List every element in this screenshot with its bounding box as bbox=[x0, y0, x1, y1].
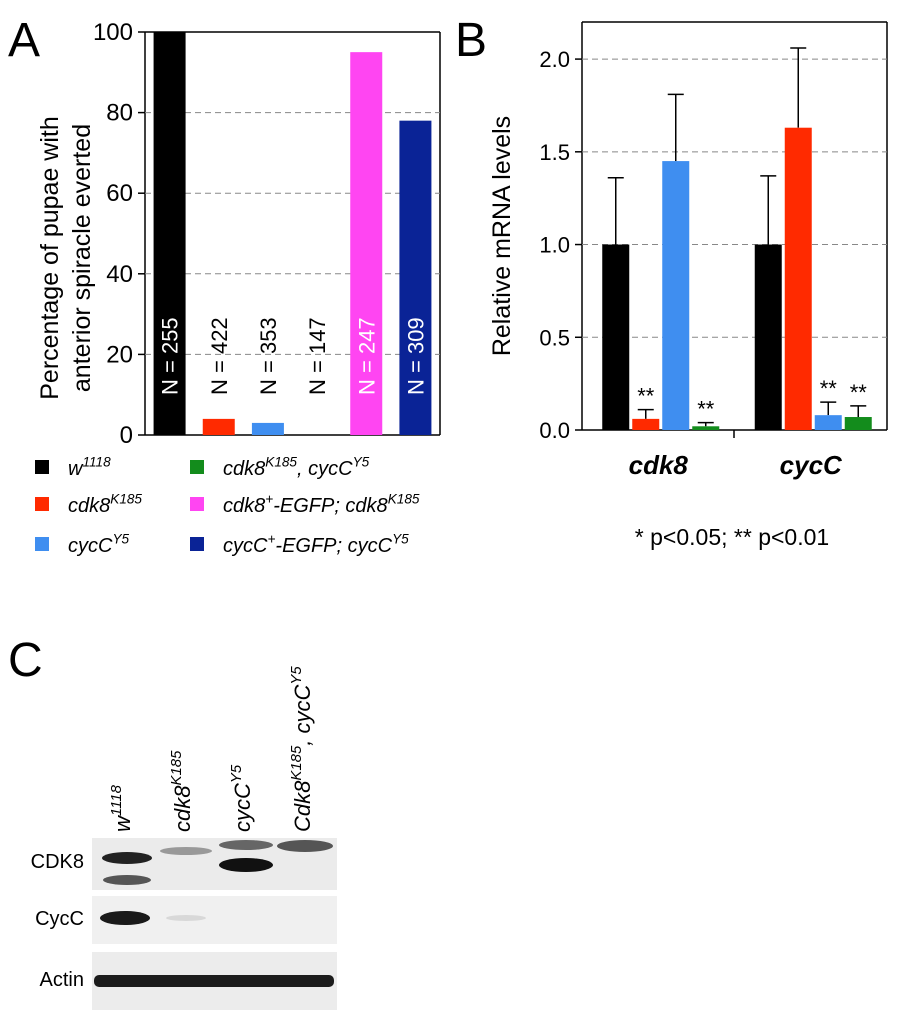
chart-b-group-label: cdk8 bbox=[629, 450, 689, 480]
legend-entry: w1118 bbox=[68, 455, 111, 480]
blot-lane-label: w1118 bbox=[108, 784, 135, 832]
chart-a-bar bbox=[350, 52, 383, 436]
chart-b-group-label: cycC bbox=[780, 450, 843, 480]
western-blot: w1118 cdk8K185 cycCY5 Cdk8K185, cycCY5 CDK8… bbox=[31, 666, 337, 1010]
legend-entry: cycCY5 bbox=[68, 532, 130, 557]
chart-b-bar bbox=[602, 244, 630, 430]
blot-lane-text: Cdk8K185, cycCY5 bbox=[288, 666, 315, 832]
chart-b-ytick-label: 0.5 bbox=[539, 325, 570, 350]
chart-a-ylabel-line1: Percentage of pupae with bbox=[36, 116, 64, 400]
blot-lane-text: w1118 bbox=[108, 784, 135, 832]
chart-a-n-label: N = 309 bbox=[403, 317, 428, 395]
chart-b-ytick-label: 1.0 bbox=[539, 233, 570, 258]
chart-b-significance: ** bbox=[820, 376, 838, 401]
chart-a-legend: w1118 cdk8K185 cycCY5 cdk8K185, cycCY5 cdk8+… bbox=[35, 455, 420, 557]
chart-a-n-label: N = 147 bbox=[305, 317, 330, 395]
chart-b-ylabel: Relative mRNA levels bbox=[488, 116, 516, 356]
chart-a-ytick-label: 80 bbox=[106, 100, 133, 127]
chart-b-bar bbox=[784, 127, 812, 430]
band-cdk8-lane3-upper bbox=[219, 840, 273, 850]
blot-lane-label: cycCY5 bbox=[228, 764, 255, 832]
band-cdk8-lane1-upper bbox=[102, 852, 152, 864]
chart-a-n-label: N = 247 bbox=[354, 317, 379, 395]
chart-b-bar bbox=[632, 418, 660, 430]
chart-b-significance: ** bbox=[697, 397, 715, 422]
band-cycc-lane2 bbox=[166, 915, 206, 921]
chart-a-n-label: N = 353 bbox=[256, 317, 281, 395]
chart-a-ytick-label: 60 bbox=[106, 180, 133, 207]
blot-lane-label: cdk8K185 bbox=[168, 750, 195, 832]
chart-a-ytick-label: 20 bbox=[106, 341, 133, 368]
legend-entry: cdk8K185 bbox=[68, 492, 142, 517]
blot-row-label-actin: Actin bbox=[40, 969, 84, 991]
chart-b-bar bbox=[814, 415, 842, 430]
chart-a-ytick-label: 0 bbox=[120, 422, 133, 449]
panel-letter-b: B bbox=[455, 14, 487, 67]
chart-a: 0 20 40 60 80 100 N = 255 N = 422 N = 353 N = 14… bbox=[36, 19, 441, 449]
chart-b: 0.0 0.5 1.0 1.5 2.0 ** ** ** ** cdk8 cycC Relati… bbox=[488, 21, 888, 550]
blot-lane-label: Cdk8K185, cycCY5 bbox=[288, 666, 315, 832]
chart-a-bar bbox=[153, 32, 186, 435]
panel-letter-c: C bbox=[8, 634, 43, 687]
band-cdk8-lane3-main bbox=[219, 858, 273, 872]
chart-a-ytick-label: 40 bbox=[106, 261, 133, 288]
band-cdk8-lane2 bbox=[160, 847, 212, 855]
legend-swatch bbox=[190, 460, 204, 474]
chart-a-n-label: N = 255 bbox=[158, 317, 183, 395]
chart-b-ytick-label: 1.5 bbox=[539, 140, 570, 165]
legend-swatch bbox=[190, 537, 204, 551]
legend-entry: cdk8+-EGFP; cdk8K185 bbox=[223, 492, 420, 517]
chart-b-bar bbox=[692, 426, 720, 430]
chart-b-ytick-label: 2.0 bbox=[539, 47, 570, 72]
chart-b-bar bbox=[844, 417, 872, 430]
chart-b-significance: ** bbox=[850, 380, 868, 405]
chart-a-bar bbox=[399, 120, 432, 435]
chart-b-ytick-label: 0.0 bbox=[539, 418, 570, 443]
panel-letter-a: A bbox=[8, 14, 40, 67]
chart-a-n-label: N = 422 bbox=[207, 317, 232, 395]
band-cdk8-lane1-lower bbox=[103, 875, 151, 885]
chart-a-bar bbox=[202, 418, 235, 435]
legend-swatch bbox=[35, 460, 49, 474]
chart-b-bar bbox=[662, 161, 690, 430]
blot-row-label-cycc: CycC bbox=[35, 908, 84, 930]
chart-b-bar bbox=[754, 244, 782, 430]
blot-lane-text: cycCY5 bbox=[228, 764, 255, 832]
chart-b-footnote: * p<0.05; ** p<0.01 bbox=[635, 524, 829, 550]
blot-row-label-cdk8: CDK8 bbox=[31, 851, 84, 873]
chart-a-ytick-label: 100 bbox=[93, 19, 133, 46]
chart-a-ylabel-line2: anterior spiracle everted bbox=[68, 124, 96, 392]
band-cdk8-lane4 bbox=[277, 840, 333, 852]
chart-b-significance: ** bbox=[637, 384, 655, 409]
legend-swatch bbox=[35, 497, 49, 511]
legend-swatch bbox=[35, 537, 49, 551]
band-cycc-lane1 bbox=[100, 911, 150, 925]
chart-a-bar bbox=[251, 422, 284, 435]
band-actin-all-lanes bbox=[94, 975, 334, 987]
legend-swatch bbox=[190, 497, 204, 511]
blot-lane-text: cdk8K185 bbox=[168, 750, 195, 832]
legend-entry: cycC+-EGFP; cycCY5 bbox=[223, 532, 409, 557]
legend-entry: cdk8K185, cycCY5 bbox=[223, 455, 370, 480]
